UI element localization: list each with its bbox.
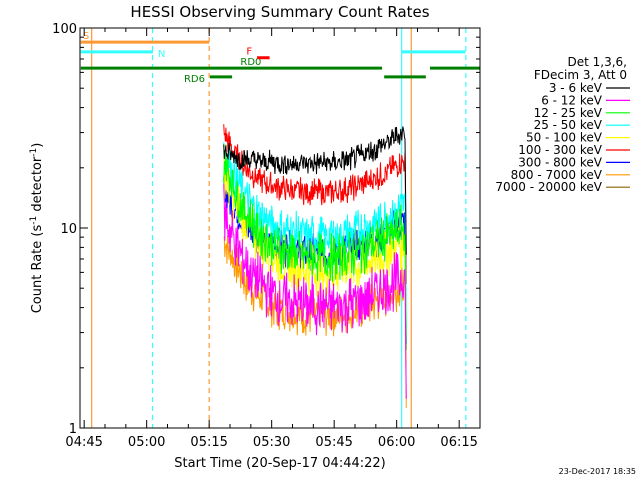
y-tick-label: 1 <box>69 422 77 437</box>
y-tick-label: 100 <box>52 22 77 37</box>
legend-entry-label: 12 - 25 keV <box>534 106 603 120</box>
legend-entry-label: 7000 - 20000 keV <box>495 180 602 194</box>
legend-entry-label: 800 - 7000 keV <box>511 168 603 182</box>
x-tick-label: 05:45 <box>315 435 352 450</box>
y-axis-label: Count Rate (s-1 detector-1) <box>29 143 45 314</box>
legend-entry-label: 100 - 300 keV <box>518 143 602 157</box>
y-tick-label: 10 <box>60 222 77 237</box>
x-tick-label: 05:00 <box>128 435 165 450</box>
plot-area <box>91 28 467 428</box>
x-tick-label: 06:00 <box>378 435 415 450</box>
x-axis-label: Start Time (20-Sep-17 04:44:22) <box>174 456 385 471</box>
series-line <box>223 184 407 399</box>
legend-entry-label: 50 - 100 keV <box>526 131 603 145</box>
flag-label: RD6 <box>184 74 205 85</box>
legend-entry-label: 6 - 12 keV <box>541 93 603 107</box>
flag-label: S <box>83 31 89 42</box>
footer-date: 23-Dec-2017 18:35 <box>559 467 636 476</box>
x-axis: 04:45 05:00 05:15 05:30 05:45 06:00 06:15 <box>65 28 481 450</box>
series-line <box>223 126 407 255</box>
flag-label: RD0 <box>240 57 261 68</box>
x-tick-label: 05:30 <box>253 435 290 450</box>
mode-flags: S N RD0 RD6 F <box>80 31 480 85</box>
x-tick-label: 05:15 <box>190 435 227 450</box>
legend-entry-label: 3 - 6 keV <box>549 81 603 95</box>
chart-title: HESSI Observing Summary Count Rates <box>130 3 429 21</box>
legend-entry-label: 300 - 800 keV <box>518 155 602 169</box>
series-line <box>223 235 407 408</box>
x-tick-label: 06:15 <box>440 435 477 450</box>
y-axis: 1 10 100 <box>52 22 480 437</box>
legend-header-line-2: FDecim 3, Att 0 <box>534 68 627 82</box>
legend-entry-label: 25 - 50 keV <box>534 118 603 132</box>
series-line <box>223 144 407 351</box>
series-line <box>223 124 407 284</box>
legend-header-line-1: Det 1,3,6, <box>568 55 628 69</box>
flag-label: N <box>158 49 165 60</box>
x-tick-label: 04:45 <box>65 435 102 450</box>
flag-label: F <box>246 47 252 58</box>
